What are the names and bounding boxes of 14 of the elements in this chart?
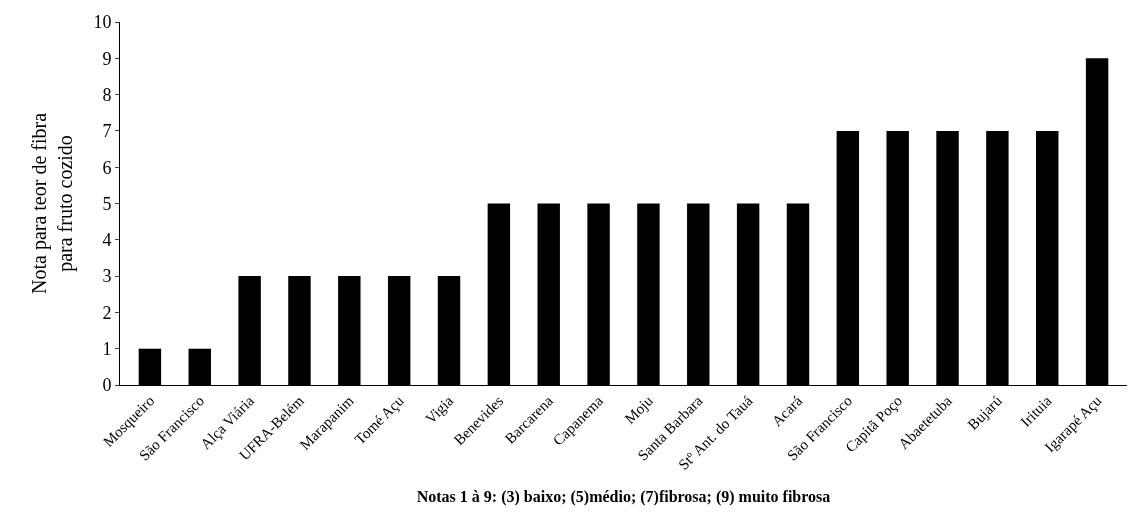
- y-tick-label: 6: [102, 157, 112, 178]
- y-tick-label: 10: [93, 12, 112, 33]
- y-tick-label: 2: [102, 302, 112, 323]
- y-tick-label: 8: [102, 84, 112, 105]
- y-tick-label: 4: [102, 230, 112, 251]
- x-tick-label: Vigia: [422, 392, 457, 427]
- y-tick-label: 3: [102, 266, 112, 287]
- y-tick-label: 5: [102, 193, 112, 214]
- y-tick-label: 7: [102, 121, 112, 142]
- y-axis-title: Nota para teor de fibra para fruto cozido: [27, 112, 77, 295]
- x-axis-title: Notas 1 à 9: (3) baixo; (5)médio; (7)fibrosa; (9) muito fibrosa: [416, 487, 831, 506]
- y-tick-label: 1: [102, 339, 112, 359]
- y-tick-label: 0: [102, 375, 112, 396]
- y-tick-label: 9: [102, 48, 112, 69]
